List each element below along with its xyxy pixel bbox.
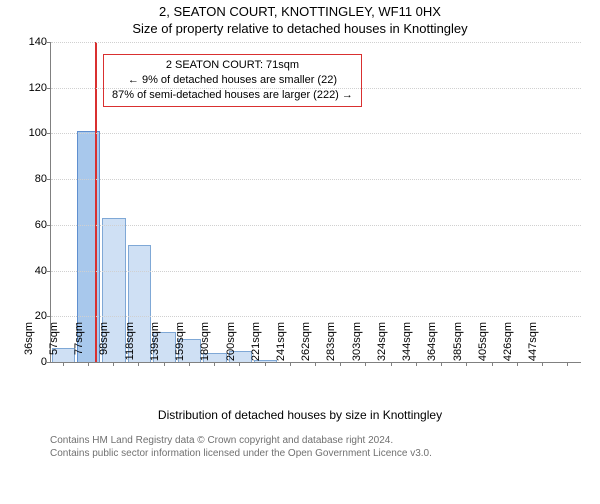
- y-tick-label: 60: [17, 219, 47, 231]
- callout-line1: 2 SEATON COURT: 71sqm: [112, 58, 353, 73]
- page-title-address: 2, SEATON COURT, KNOTTINGLEY, WF11 0HX: [0, 4, 600, 19]
- x-tick-mark: [315, 362, 316, 366]
- x-tick-label: 77sqm: [73, 322, 85, 366]
- y-tick-mark: [47, 42, 51, 43]
- gridline: [51, 179, 581, 180]
- gridline: [51, 88, 581, 89]
- x-tick-label: 241sqm: [275, 322, 287, 366]
- x-tick-label: 180sqm: [199, 322, 211, 366]
- property-callout: 2 SEATON COURT: 71sqm ← 9% of detached h…: [103, 54, 362, 107]
- x-tick-label: 405sqm: [477, 322, 489, 366]
- x-tick-label: 159sqm: [174, 322, 186, 366]
- y-tick-mark: [47, 179, 51, 180]
- footer-line1: Contains HM Land Registry data © Crown c…: [50, 434, 600, 447]
- x-tick-mark: [567, 362, 568, 366]
- x-tick-mark: [164, 362, 165, 366]
- x-tick-label: 139sqm: [149, 322, 161, 366]
- y-tick-label: 20: [17, 310, 47, 322]
- y-tick-label: 80: [17, 173, 47, 185]
- page-title-subtitle: Size of property relative to detached ho…: [0, 21, 600, 36]
- x-tick-label: 447sqm: [527, 322, 539, 366]
- x-tick-label: 324sqm: [376, 322, 388, 366]
- x-tick-label: 344sqm: [401, 322, 413, 366]
- x-tick-label: 57sqm: [48, 322, 60, 366]
- x-tick-label: 262sqm: [300, 322, 312, 366]
- x-tick-label: 283sqm: [325, 322, 337, 366]
- gridline: [51, 133, 581, 134]
- gridline: [51, 42, 581, 43]
- histogram-chart: Number of detached properties 2 SEATON C…: [50, 42, 580, 402]
- x-tick-label: 200sqm: [225, 322, 237, 366]
- x-tick-label: 98sqm: [98, 322, 110, 366]
- x-tick-mark: [138, 362, 139, 366]
- x-tick-mark: [63, 362, 64, 366]
- x-tick-mark: [265, 362, 266, 366]
- y-tick-mark: [47, 133, 51, 134]
- y-tick-mark: [47, 271, 51, 272]
- x-tick-mark: [88, 362, 89, 366]
- y-tick-label: 120: [17, 82, 47, 94]
- y-tick-mark: [47, 225, 51, 226]
- x-tick-label: 303sqm: [351, 322, 363, 366]
- y-tick-mark: [47, 316, 51, 317]
- callout-line3: 87% of semi-detached houses are larger (…: [112, 88, 353, 103]
- x-tick-label: 118sqm: [124, 322, 136, 366]
- x-tick-mark: [416, 362, 417, 366]
- x-tick-mark: [441, 362, 442, 366]
- property-marker-line: [95, 42, 97, 362]
- gridline: [51, 271, 581, 272]
- x-tick-mark: [466, 362, 467, 366]
- x-tick-mark: [492, 362, 493, 366]
- x-tick-mark: [340, 362, 341, 366]
- x-tick-mark: [214, 362, 215, 366]
- x-tick-mark: [290, 362, 291, 366]
- x-tick-mark: [542, 362, 543, 366]
- gridline: [51, 316, 581, 317]
- footer-attribution: Contains HM Land Registry data © Crown c…: [0, 434, 600, 460]
- x-tick-label: 426sqm: [502, 322, 514, 366]
- y-tick-label: 140: [17, 36, 47, 48]
- y-tick-label: 100: [17, 127, 47, 139]
- x-tick-label: 385sqm: [452, 322, 464, 366]
- x-tick-mark: [239, 362, 240, 366]
- x-tick-mark: [391, 362, 392, 366]
- footer-line2: Contains public sector information licen…: [50, 447, 600, 460]
- plot-area: 2 SEATON COURT: 71sqm ← 9% of detached h…: [50, 42, 581, 363]
- x-tick-label: 221sqm: [250, 322, 262, 366]
- x-tick-mark: [189, 362, 190, 366]
- x-tick-mark: [113, 362, 114, 366]
- x-tick-label: 364sqm: [426, 322, 438, 366]
- x-axis-label: Distribution of detached houses by size …: [0, 408, 600, 422]
- x-tick-mark: [517, 362, 518, 366]
- gridline: [51, 225, 581, 226]
- callout-line2: ← 9% of detached houses are smaller (22): [112, 73, 353, 88]
- y-tick-mark: [47, 88, 51, 89]
- y-tick-label: 40: [17, 265, 47, 277]
- x-tick-mark: [365, 362, 366, 366]
- x-tick-label: 36sqm: [23, 322, 35, 366]
